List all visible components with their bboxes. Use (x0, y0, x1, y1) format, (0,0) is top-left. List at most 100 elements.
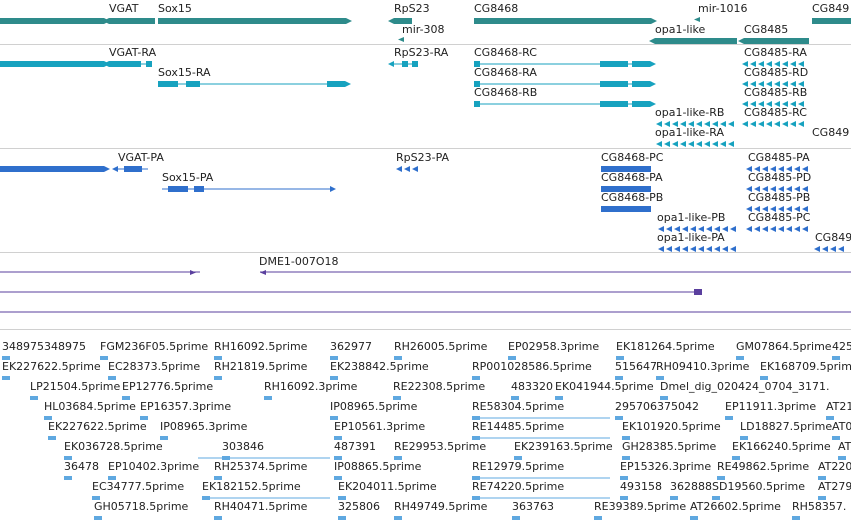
feature-label[interactable]: Sox15-RA (158, 66, 211, 79)
feature-label[interactable]: EK041944.5prime (555, 380, 654, 393)
est-block[interactable] (2, 356, 10, 360)
feature-label[interactable]: LP21504.5prime (30, 380, 121, 393)
est-block[interactable] (140, 416, 148, 420)
est-block[interactable] (330, 356, 338, 360)
feature-label[interactable]: RH49749.5prime (394, 500, 488, 513)
feature-block[interactable] (601, 186, 651, 192)
est-block[interactable] (264, 396, 272, 400)
est-block[interactable] (394, 456, 402, 460)
feature-label[interactable]: CG8468 (474, 2, 518, 15)
feature-label[interactable]: GM07864.5prime (736, 340, 832, 353)
feature-label[interactable]: RE49862.5prime (717, 460, 809, 473)
feature-label[interactable]: 36478 (64, 460, 99, 473)
feature-label[interactable]: 425 (832, 340, 851, 353)
feature-label[interactable]: AT279 (818, 480, 851, 493)
est-block[interactable] (214, 356, 222, 360)
feature-label[interactable]: RH16092.3prime (264, 380, 358, 393)
feature-label[interactable]: CG8468-RC (474, 46, 537, 59)
est-block[interactable] (622, 436, 630, 440)
exon-block[interactable] (600, 61, 628, 67)
est-block[interactable] (818, 496, 826, 500)
feature-label[interactable]: CG8468-PA (601, 171, 663, 184)
est-block[interactable] (214, 516, 222, 520)
feature-label[interactable]: EK101920.5prime (622, 420, 721, 433)
est-block[interactable] (512, 516, 520, 520)
est-block[interactable] (656, 376, 664, 380)
est-block[interactable] (594, 516, 602, 520)
feature-label[interactable]: EK182152.5prime (202, 480, 301, 493)
feature-label[interactable]: GH05718.5prime (94, 500, 189, 513)
feature-label[interactable]: 362888 (670, 480, 712, 493)
feature-label[interactable]: EP12776.5prime (122, 380, 213, 393)
feature-label[interactable]: opa1-like-PA (657, 231, 725, 244)
feature-label[interactable]: RE22308.5prime (393, 380, 485, 393)
feature-label[interactable]: CG8485 (744, 23, 788, 36)
feature-label[interactable]: RH58357. (792, 500, 846, 513)
est-block[interactable] (472, 376, 480, 380)
feature-label[interactable]: EP16357.3prime (140, 400, 231, 413)
feature-label[interactable]: RE58304.5prime (472, 400, 564, 413)
feature-block[interactable] (694, 289, 702, 295)
exon-block[interactable] (194, 186, 204, 192)
est-block[interactable] (826, 416, 834, 420)
feature-label[interactable]: RE39389.5prime (594, 500, 686, 513)
est-block[interactable] (334, 456, 342, 460)
feature-label[interactable]: GH28385.5prime (622, 440, 717, 453)
feature-label[interactable]: LD18827.5prime (740, 420, 832, 433)
feature-label[interactable]: Sox15 (158, 2, 192, 15)
feature-label[interactable]: CG8485-PB (748, 191, 810, 204)
est-block[interactable] (615, 376, 623, 380)
feature-label[interactable]: AT26602.5prime (690, 500, 781, 513)
est-block[interactable] (736, 356, 744, 360)
feature-label[interactable]: EK227622.5prime (2, 360, 101, 373)
feature-label[interactable]: CG8468-RA (474, 66, 537, 79)
feature-label[interactable]: 325806 (338, 500, 380, 513)
gene-block[interactable] (0, 18, 104, 24)
est-block[interactable] (792, 516, 800, 520)
feature-label[interactable]: 487391 (334, 440, 376, 453)
exon-block[interactable] (632, 101, 650, 107)
est-block[interactable] (670, 496, 678, 500)
feature-label[interactable]: RpS23-PA (396, 151, 450, 164)
feature-label[interactable]: opa1-like (655, 23, 706, 36)
est-block[interactable] (832, 436, 840, 440)
est-block[interactable] (740, 436, 748, 440)
feature-label[interactable]: DME1-007O18 (259, 255, 339, 268)
feature-label[interactable]: RH16092.5prime (214, 340, 308, 353)
exon-block[interactable] (474, 101, 480, 107)
feature-label[interactable]: AT (838, 440, 851, 453)
feature-label[interactable]: VGAT (109, 2, 139, 15)
exon-block[interactable] (186, 81, 200, 87)
est-block[interactable] (64, 476, 72, 480)
est-block[interactable] (616, 356, 624, 360)
est-block[interactable] (394, 516, 402, 520)
feature-label[interactable]: 483320 (511, 380, 553, 393)
est-block[interactable] (334, 476, 342, 480)
feature-label[interactable]: EK168709.5prime (760, 360, 851, 373)
feature-label[interactable]: RP001028586.5prime (472, 360, 592, 373)
feature-label[interactable]: CG8485-PC (748, 211, 811, 224)
feature-label[interactable]: opa1-like-RB (655, 106, 724, 119)
exon-block[interactable] (402, 61, 408, 67)
feature-label[interactable]: RH40471.5prime (214, 500, 308, 513)
est-block[interactable] (717, 476, 725, 480)
feature-label[interactable]: RE29953.5prime (394, 440, 486, 453)
feature-label[interactable]: IP08865.5prime (334, 460, 422, 473)
est-block[interactable] (838, 456, 846, 460)
gene-block[interactable] (394, 18, 412, 24)
feature-label[interactable]: RH21819.5prime (214, 360, 308, 373)
feature-label[interactable]: EP02958.3prime (508, 340, 599, 353)
feature-label[interactable]: EK036728.5prime (64, 440, 163, 453)
feature-label[interactable]: CG8468-RB (474, 86, 537, 99)
feature-label[interactable]: EP11911.3prime (725, 400, 816, 413)
feature-label[interactable]: EK204011.5prime (338, 480, 437, 493)
est-block[interactable] (94, 516, 102, 520)
feature-label[interactable]: AT210 (826, 400, 851, 413)
gene-block[interactable] (655, 38, 737, 44)
est-block[interactable] (555, 396, 563, 400)
est-block[interactable] (732, 456, 740, 460)
est-block[interactable] (108, 476, 116, 480)
feature-label[interactable]: EP10402.3prime (108, 460, 199, 473)
exon-block[interactable] (632, 61, 650, 67)
